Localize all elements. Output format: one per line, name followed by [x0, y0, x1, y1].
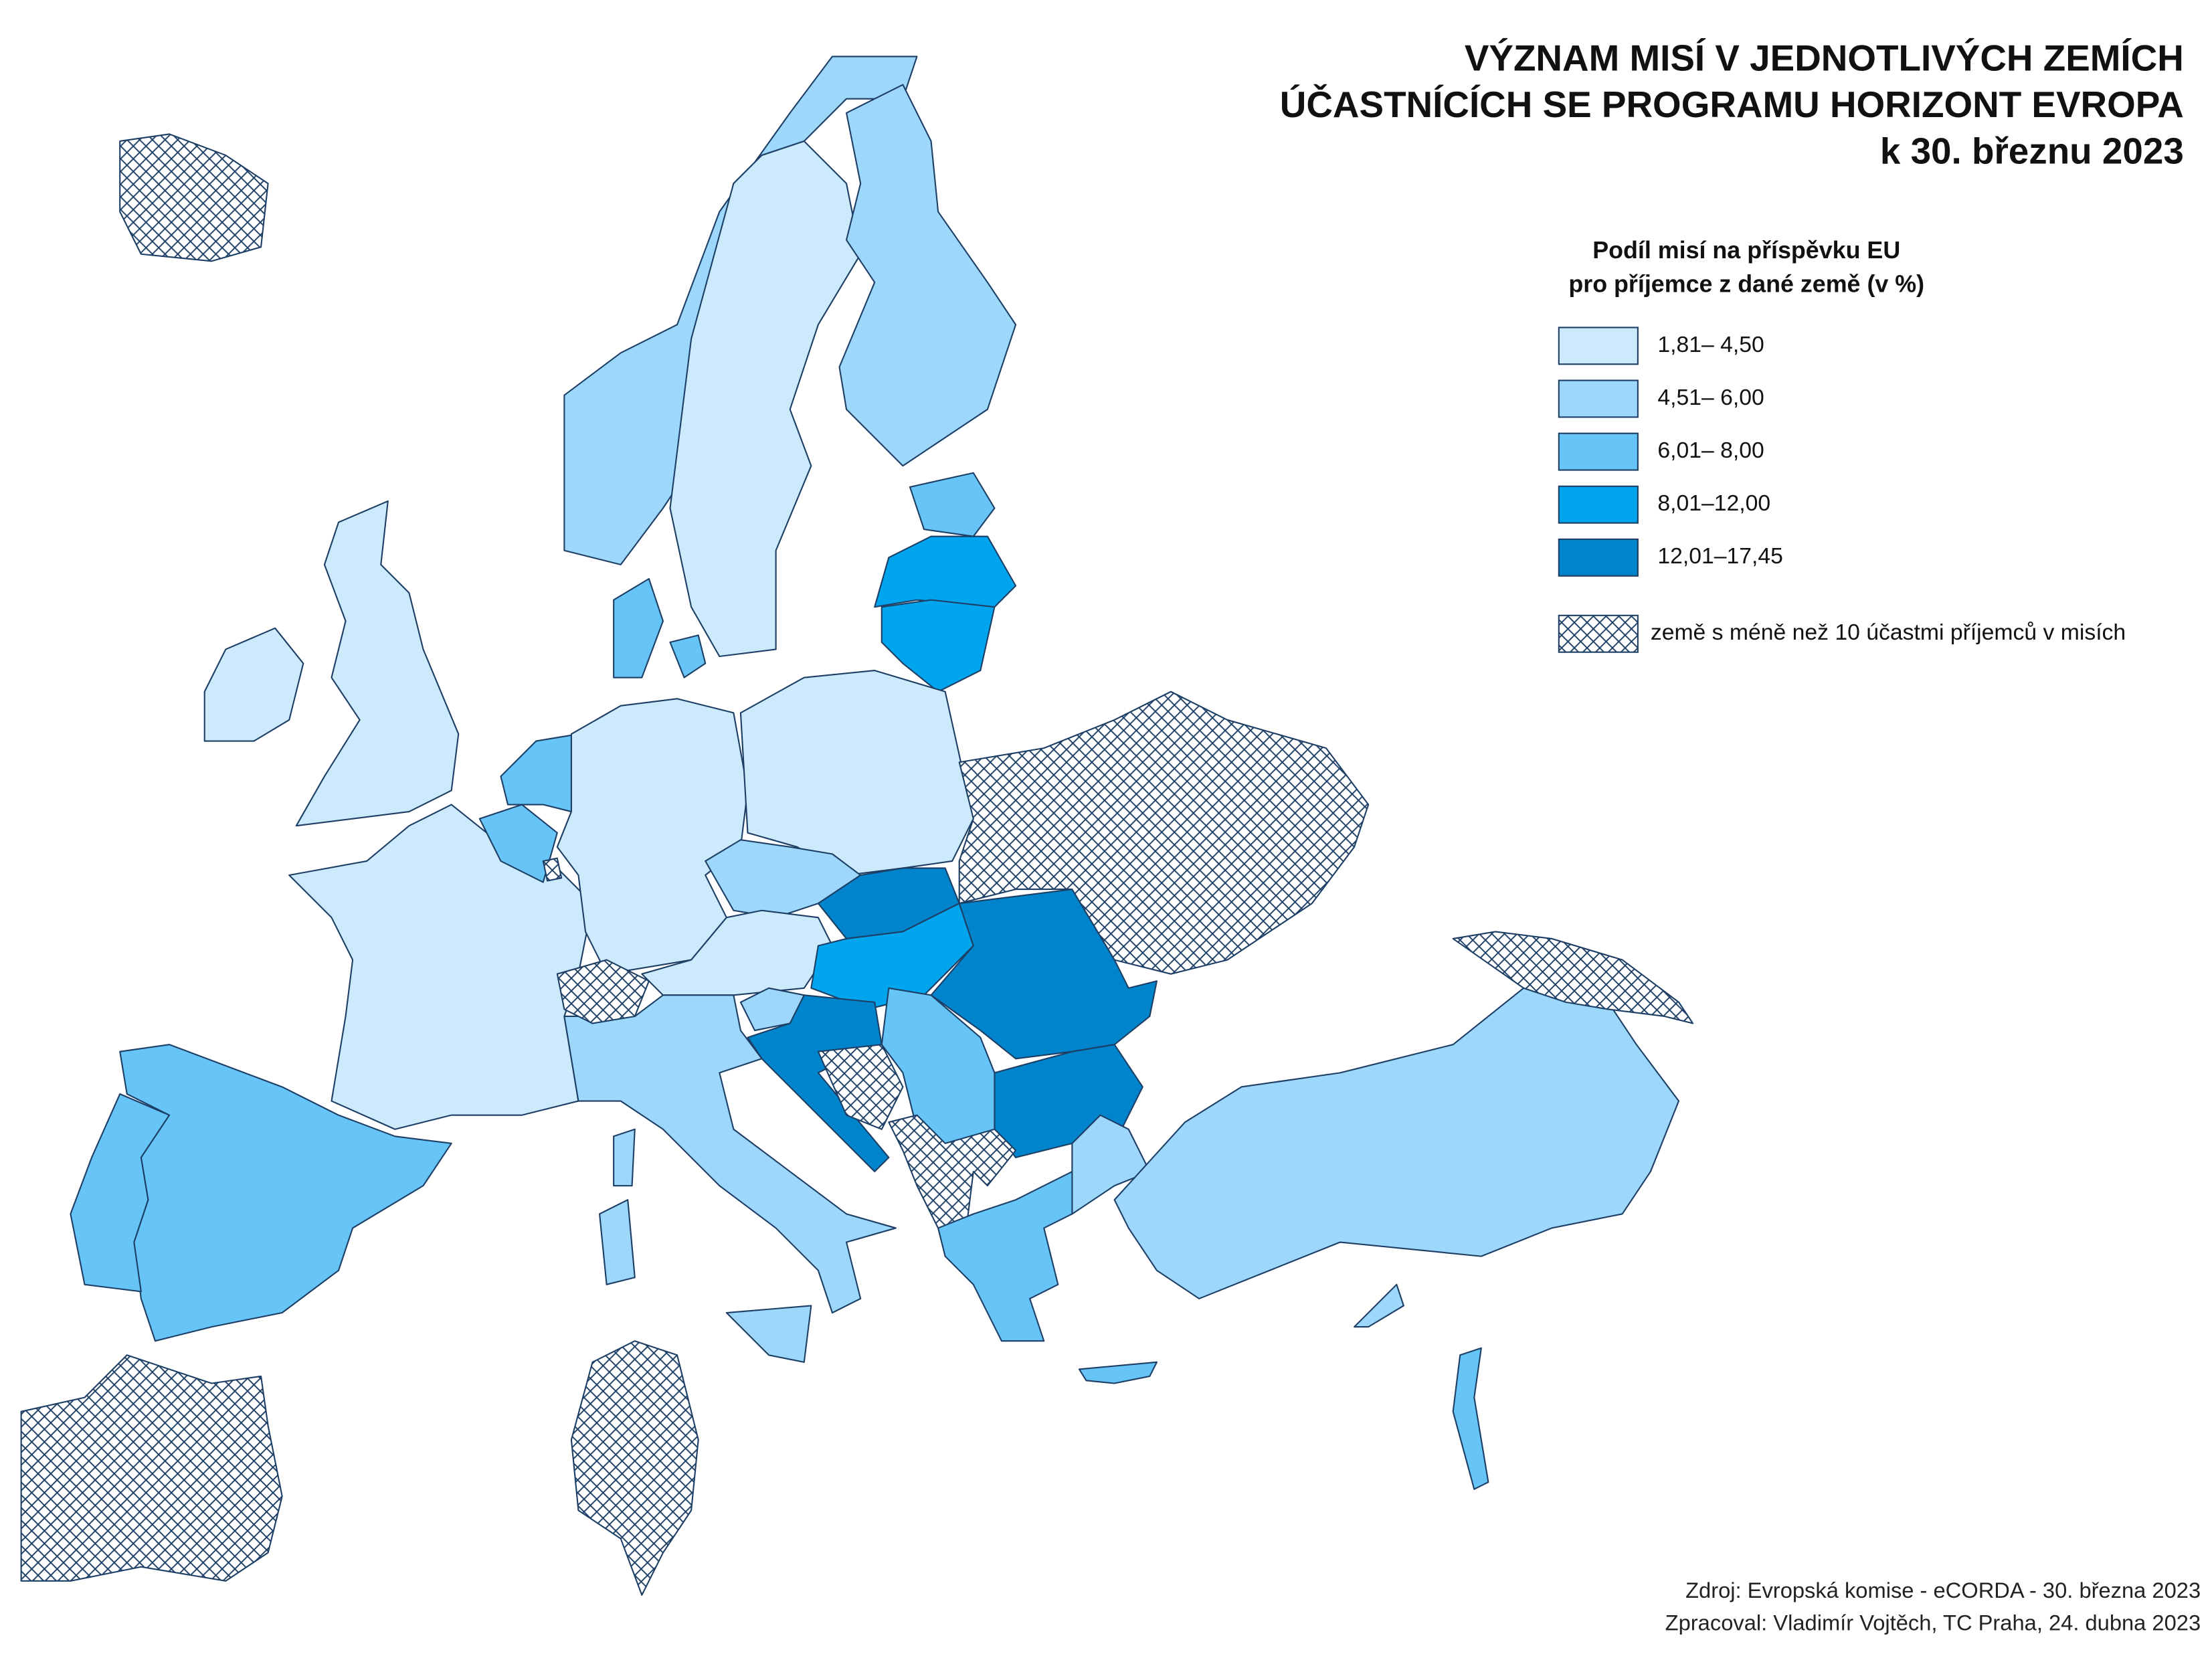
source-line: Zdroj: Evropská komise - eCORDA - 30. bř…	[1685, 1578, 2201, 1602]
country	[739, 670, 974, 877]
country	[542, 857, 563, 882]
title-line: ÚČASTNÍCÍCH SE PROGRAMU HORIZONT EVROPA	[1280, 84, 2184, 125]
legend-swatch	[1558, 614, 1639, 653]
legend-swatch	[1558, 379, 1639, 418]
country	[556, 959, 650, 1024]
country	[1452, 1347, 1489, 1490]
country	[500, 733, 579, 813]
legend-label: 12,01–17,45	[1657, 543, 1783, 569]
title-line: VÝZNAM MISÍ V JEDNOTLIVÝCH ZEMÍCH	[1465, 37, 2184, 78]
legend-swatch	[1558, 432, 1639, 471]
legend-swatch	[1558, 538, 1639, 577]
legend-swatch	[1558, 485, 1639, 524]
country	[203, 627, 304, 742]
country	[119, 133, 269, 262]
legend-label: země s méně než 10 účastmi příjemců v mi…	[1651, 620, 2126, 645]
country	[563, 56, 918, 565]
country	[563, 994, 897, 1314]
legend-title: pro příjemce z dané země (v %)	[1568, 271, 1924, 298]
country	[669, 634, 707, 678]
legend-swatch	[1558, 327, 1639, 365]
country	[909, 472, 996, 537]
country	[1078, 1361, 1158, 1384]
country	[613, 1128, 636, 1187]
country	[874, 535, 1017, 608]
country	[1452, 931, 1694, 1024]
legend-label: 6,01– 8,00	[1657, 438, 1764, 463]
country	[613, 577, 664, 678]
country	[70, 1093, 171, 1293]
country	[725, 1305, 812, 1363]
legend-label: 8,01–12,00	[1657, 490, 1770, 516]
country	[1071, 1114, 1151, 1215]
legend-label: 1,81– 4,50	[1657, 332, 1764, 357]
country	[817, 1044, 904, 1130]
country	[669, 140, 862, 658]
country	[1354, 1283, 1404, 1328]
source-line: Zpracoval: Vladimír Vojtěch, TC Praha, 2…	[1665, 1610, 2201, 1635]
country	[888, 1114, 1017, 1229]
country	[599, 1199, 636, 1285]
country	[20, 1354, 283, 1582]
country	[881, 599, 996, 693]
country	[570, 1340, 699, 1596]
country	[295, 500, 460, 827]
footer: Zdroj: Evropská komise - eCORDA - 30. bř…	[1665, 1578, 2201, 1635]
title-line: k 30. březnu 2023	[1880, 130, 2184, 172]
country	[1113, 980, 1680, 1299]
country	[838, 84, 1017, 467]
legend-title: Podíl misí na příspěvku EU	[1592, 237, 1900, 264]
title: VÝZNAM MISÍ V JEDNOTLIVÝCH ZEMÍCH ÚČASTNÍ…	[1280, 37, 2184, 171]
country	[478, 804, 558, 883]
country	[937, 1170, 1101, 1342]
countries	[20, 56, 1694, 1596]
legend: Podíl misí na příspěvku EU pro příjemce z…	[1558, 237, 2126, 653]
legend-label: 4,51– 6,00	[1657, 385, 1764, 410]
country	[958, 690, 1370, 975]
